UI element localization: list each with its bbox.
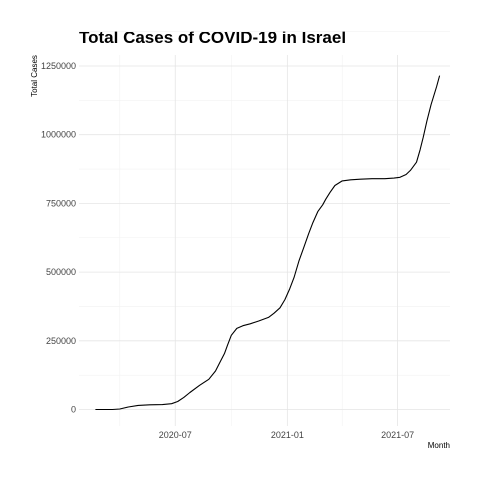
y-axis-label: Total Cases xyxy=(30,55,39,97)
x-tick-label: 2021-01 xyxy=(271,430,304,440)
x-tick-label: 2020-07 xyxy=(159,430,192,440)
x-axis-ticks: 2020-07 2021-01 2021-07 xyxy=(159,430,414,440)
series-line-total-cases xyxy=(95,75,441,411)
y-tick-label: 1000000 xyxy=(41,130,76,140)
y-axis-ticks: 0 250000 500000 750000 1000000 1250000 xyxy=(41,61,76,415)
y-tick-label: 0 xyxy=(71,405,76,415)
y-tick-label: 500000 xyxy=(46,267,76,277)
chart-title: Total Cases of COVID-19 in Israel xyxy=(79,28,346,47)
x-axis-label: Month xyxy=(428,441,450,450)
series-group xyxy=(95,75,441,411)
plot-grid xyxy=(79,31,450,426)
y-tick-label: 1250000 xyxy=(41,61,76,71)
y-tick-label: 250000 xyxy=(46,336,76,346)
x-tick-label: 2021-07 xyxy=(381,430,414,440)
y-tick-label: 750000 xyxy=(46,198,76,208)
